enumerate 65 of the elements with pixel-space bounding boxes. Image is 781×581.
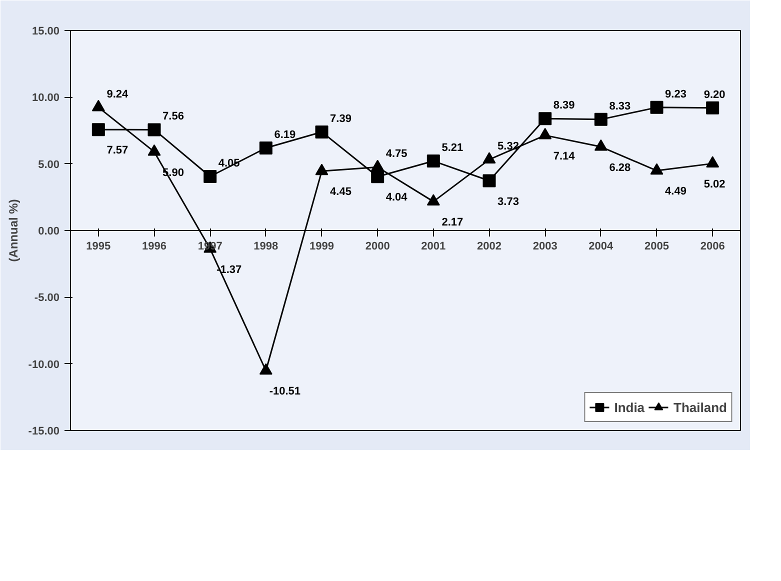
data-label: 5.21 — [442, 142, 464, 154]
point — [594, 112, 608, 126]
data-label: 2.17 — [442, 216, 464, 229]
point — [371, 160, 384, 172]
x-tick-label: 1995 — [86, 240, 111, 252]
point — [92, 100, 105, 112]
data-label: 9.20 — [704, 88, 726, 101]
point — [148, 123, 161, 136]
data-label: 8.33 — [609, 100, 631, 112]
point — [259, 363, 272, 375]
x-tick-label: 1999 — [310, 240, 334, 252]
x-tick-label: 2004 — [588, 240, 614, 252]
point — [204, 170, 217, 183]
point — [92, 123, 105, 136]
y-tick-label: -5.00 — [34, 292, 60, 304]
x-tick-label: 2006 — [700, 240, 725, 252]
point — [315, 125, 328, 138]
point — [594, 139, 608, 151]
data-label: 9.23 — [665, 88, 686, 100]
x-tick-label: 2003 — [532, 240, 558, 252]
point — [538, 128, 552, 140]
data-label: 3.73 — [498, 196, 519, 208]
point — [706, 156, 720, 168]
data-label: -10.51 — [269, 386, 301, 398]
data-label: 6.28 — [609, 162, 631, 174]
x-tick-label: 1998 — [254, 240, 278, 252]
y-tick-label: -10.00 — [28, 358, 60, 371]
data-label: 4.04 — [386, 192, 408, 204]
y-tick-label: -15.00 — [28, 426, 60, 438]
y-tick-label: 15.00 — [32, 26, 60, 38]
point — [148, 144, 161, 156]
data-label: 7.56 — [162, 110, 184, 123]
legend-label: Thailand — [674, 400, 727, 414]
point — [650, 100, 664, 114]
point — [650, 163, 664, 175]
data-label: 5.02 — [704, 178, 726, 191]
x-tick-label: 2000 — [365, 240, 390, 252]
point — [538, 112, 552, 126]
y-axis-title: (Annual %) — [6, 199, 20, 262]
data-label: 9.24 — [106, 88, 130, 100]
data-label: 8.39 — [553, 100, 575, 112]
point — [706, 101, 720, 114]
point — [426, 154, 440, 168]
x-tick-label: 2002 — [477, 240, 502, 252]
y-tick-label: 5.00 — [38, 158, 60, 171]
data-label: 7.39 — [330, 112, 352, 125]
point — [315, 164, 328, 176]
data-label: 6.19 — [274, 128, 296, 141]
x-tick-label: 2005 — [644, 240, 669, 252]
data-label: 4.75 — [386, 148, 408, 160]
point — [482, 174, 496, 188]
data-label: 4.45 — [330, 186, 352, 198]
legend-label: India — [614, 400, 645, 414]
point — [259, 141, 272, 154]
y-tick-label: 0.00 — [38, 226, 60, 238]
y-tick-label: 10.00 — [32, 92, 60, 104]
data-label: 7.14 — [553, 150, 576, 162]
x-tick-label: 2001 — [421, 240, 446, 252]
x-tick-label: 1996 — [142, 240, 166, 252]
point — [371, 170, 384, 184]
data-label: 4.49 — [665, 186, 686, 198]
data-label: 7.57 — [106, 144, 128, 157]
point — [482, 152, 496, 164]
point — [426, 194, 440, 206]
data-label: 5.32 — [498, 140, 519, 153]
